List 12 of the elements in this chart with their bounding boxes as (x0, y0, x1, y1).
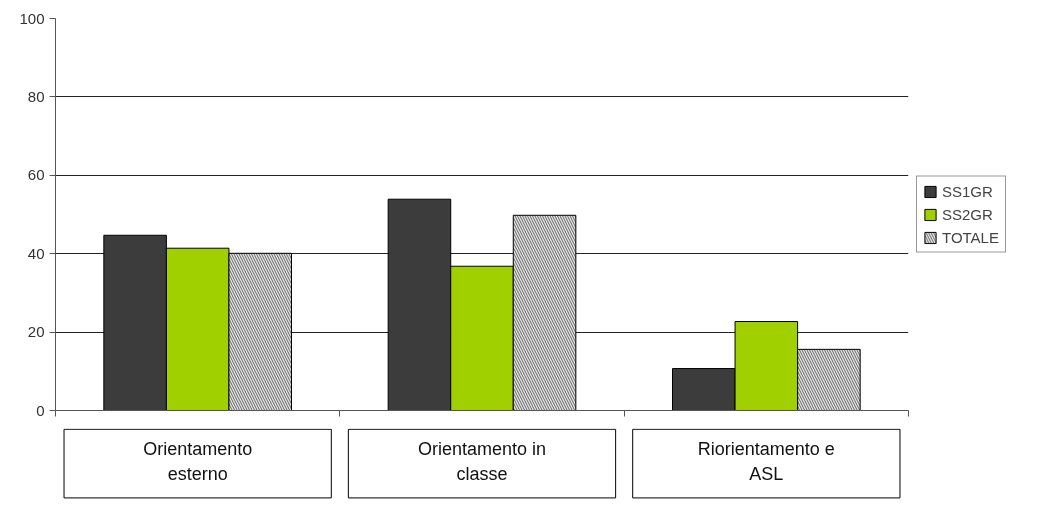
x-tick-label: Orientamento in classe (417, 438, 547, 484)
y-tick-label: 0 (36, 401, 45, 419)
legend-label: SS1GR (942, 182, 993, 200)
y-tick-label: 100 (19, 9, 45, 27)
legend-label: TOTALE (942, 228, 999, 246)
y-tick-label: 20 (27, 323, 45, 341)
y-tick-label: 80 (27, 87, 45, 105)
y-tick-label: 60 (27, 166, 45, 184)
y-tick-label: 40 (27, 244, 45, 262)
legend-label: SS2GR (942, 205, 993, 223)
x-tick-label: Riorientamento e ASL (697, 438, 835, 484)
x-tick-label: Orientamento esterno (143, 438, 253, 484)
